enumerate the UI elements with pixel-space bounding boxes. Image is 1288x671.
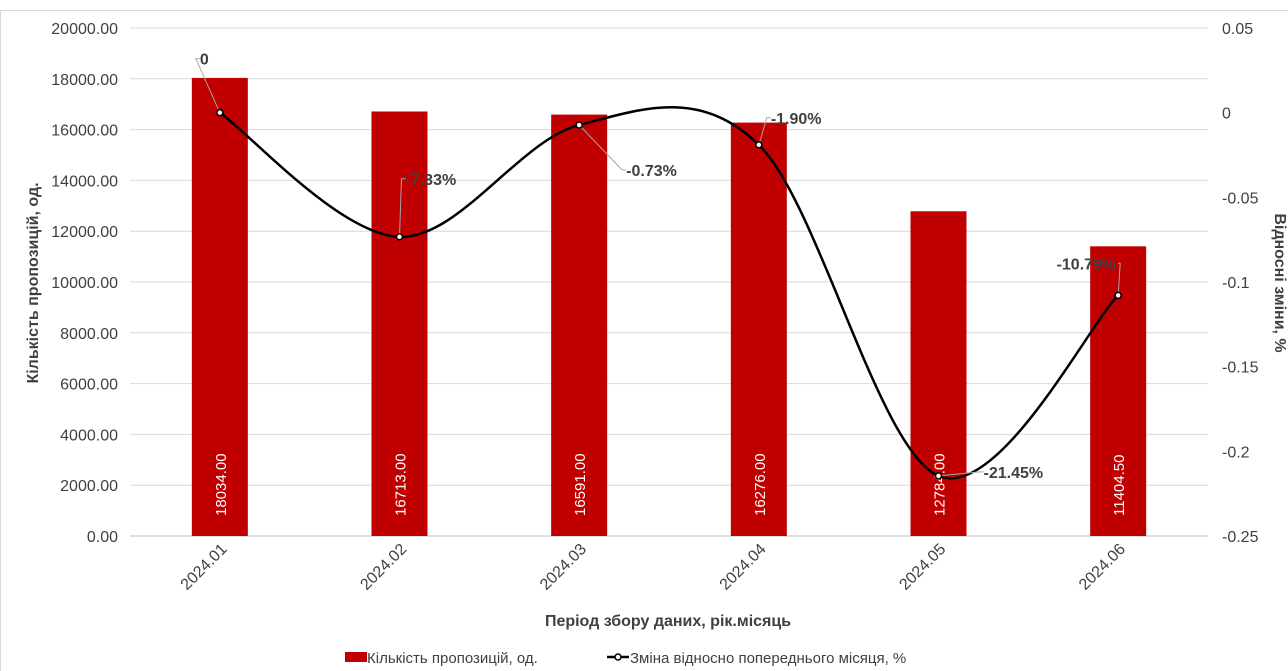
y-tick-left: 2000.00 xyxy=(60,478,118,495)
y-tick-right: -0.15 xyxy=(1222,360,1259,377)
y-axis-title-right: Відносні зміни, % xyxy=(1271,213,1288,352)
y-tick-left: 6000.00 xyxy=(60,377,118,394)
data-label-leader xyxy=(758,117,771,145)
line-point xyxy=(216,108,224,117)
line-data-label: -1.90% xyxy=(771,111,822,128)
bar xyxy=(910,211,967,536)
bar-data-label: 11404.50 xyxy=(1111,455,1128,516)
line-data-label: -7.33% xyxy=(406,172,457,189)
legend: Кількість пропозицій, од. Зміна відносно… xyxy=(345,650,906,667)
line-point xyxy=(755,141,763,149)
y-tick-left: 18000.00 xyxy=(51,72,118,89)
line-data-label: -10.79% xyxy=(1057,256,1117,273)
line-path xyxy=(219,106,1120,480)
y-axis-title-left: Кількість пропозицій, од. xyxy=(25,182,42,383)
y-tick-left: 20000.00 xyxy=(51,21,118,38)
y-tick-left: 8000.00 xyxy=(60,326,118,343)
line-data-label: -0.73% xyxy=(626,163,677,180)
line-point xyxy=(934,472,943,480)
data-label-leader xyxy=(1117,262,1121,296)
y-tick-left: 10000.00 xyxy=(51,275,118,292)
left-axis: 0.00 2000.00 4000.00 6000.00 8000.00 10000.00… xyxy=(51,21,118,546)
legend-bar-label: Кількість пропозицій, од. xyxy=(367,650,538,667)
bar-data-label: 16276.00 xyxy=(752,453,769,516)
y-tick-left: 16000.00 xyxy=(51,123,118,140)
y-tick-right: -0.05 xyxy=(1222,190,1259,207)
bar-data-label: 18034.00 xyxy=(213,453,230,516)
legend-line-marker xyxy=(614,653,622,661)
y-tick-left: 0.00 xyxy=(87,529,118,546)
bar-series: 18034.00 16713.00 16591.00 16276.00 12784.00… xyxy=(191,77,1147,537)
legend-bar-swatch xyxy=(345,652,367,662)
line-data-label: -21.45% xyxy=(984,465,1044,482)
gridlines xyxy=(130,27,1208,537)
y-tick-right: 0 xyxy=(1222,106,1231,123)
line-point xyxy=(1114,291,1122,300)
data-label-leader xyxy=(195,58,221,113)
bar-data-label: 12784.00 xyxy=(932,453,949,516)
right-axis: -0.25 -0.2 -0.15 -0.1 -0.05 0 0.05 xyxy=(1222,21,1259,546)
line-series: 0 -7.33% -0.73% -1.90% -21.45% -10.79% xyxy=(195,52,1122,482)
legend-line-label: Зміна відносно попереднього місяця, % xyxy=(630,650,906,667)
bar-data-label: 16713.00 xyxy=(393,453,410,516)
data-label-leader xyxy=(399,178,406,237)
y-tick-right: -0.2 xyxy=(1222,444,1250,461)
line-data-label: 0 xyxy=(200,52,209,69)
y-tick-left: 4000.00 xyxy=(60,427,118,444)
bar-data-label: 16591.00 xyxy=(572,453,589,516)
y-tick-left: 12000.00 xyxy=(51,224,118,241)
bar xyxy=(191,77,248,536)
line-point xyxy=(575,121,583,129)
data-label-leader xyxy=(938,471,984,477)
bar xyxy=(551,114,608,537)
y-tick-right: -0.25 xyxy=(1222,529,1259,546)
data-label-leader xyxy=(578,124,627,171)
line-point xyxy=(395,233,404,241)
x-axis-title: Період збору даних, рік.місяць xyxy=(545,613,791,630)
y-tick-right: -0.1 xyxy=(1222,275,1250,292)
y-tick-left: 14000.00 xyxy=(51,173,118,190)
bar xyxy=(730,122,787,536)
bar xyxy=(371,111,428,536)
y-tick-right: 0.05 xyxy=(1222,21,1253,38)
